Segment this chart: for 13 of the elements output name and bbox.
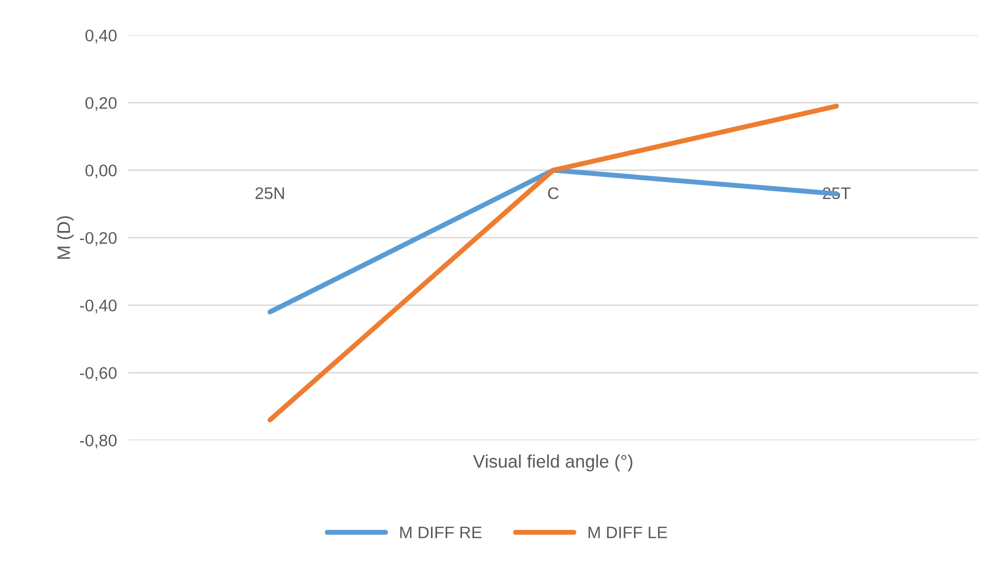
- y-tick-label: 0,00: [85, 164, 117, 178]
- legend-label: M DIFF LE: [588, 526, 668, 538]
- y-tick-label: 0,20: [85, 97, 117, 111]
- y-tick-label: 0,40: [85, 30, 117, 44]
- x-tick-label: 25N: [256, 187, 284, 200]
- y-tick-label: -0,80: [80, 434, 117, 448]
- x-axis-title: Visual field angle (°): [473, 454, 632, 472]
- y-tick-label: -0,20: [80, 232, 117, 246]
- y-tick-label: -0,60: [80, 367, 117, 381]
- y-tick-label: -0,40: [80, 300, 117, 314]
- legend-label: M DIFF RE: [400, 526, 482, 538]
- y-axis-title: M (D): [56, 216, 74, 259]
- x-tick-label: C: [548, 187, 559, 200]
